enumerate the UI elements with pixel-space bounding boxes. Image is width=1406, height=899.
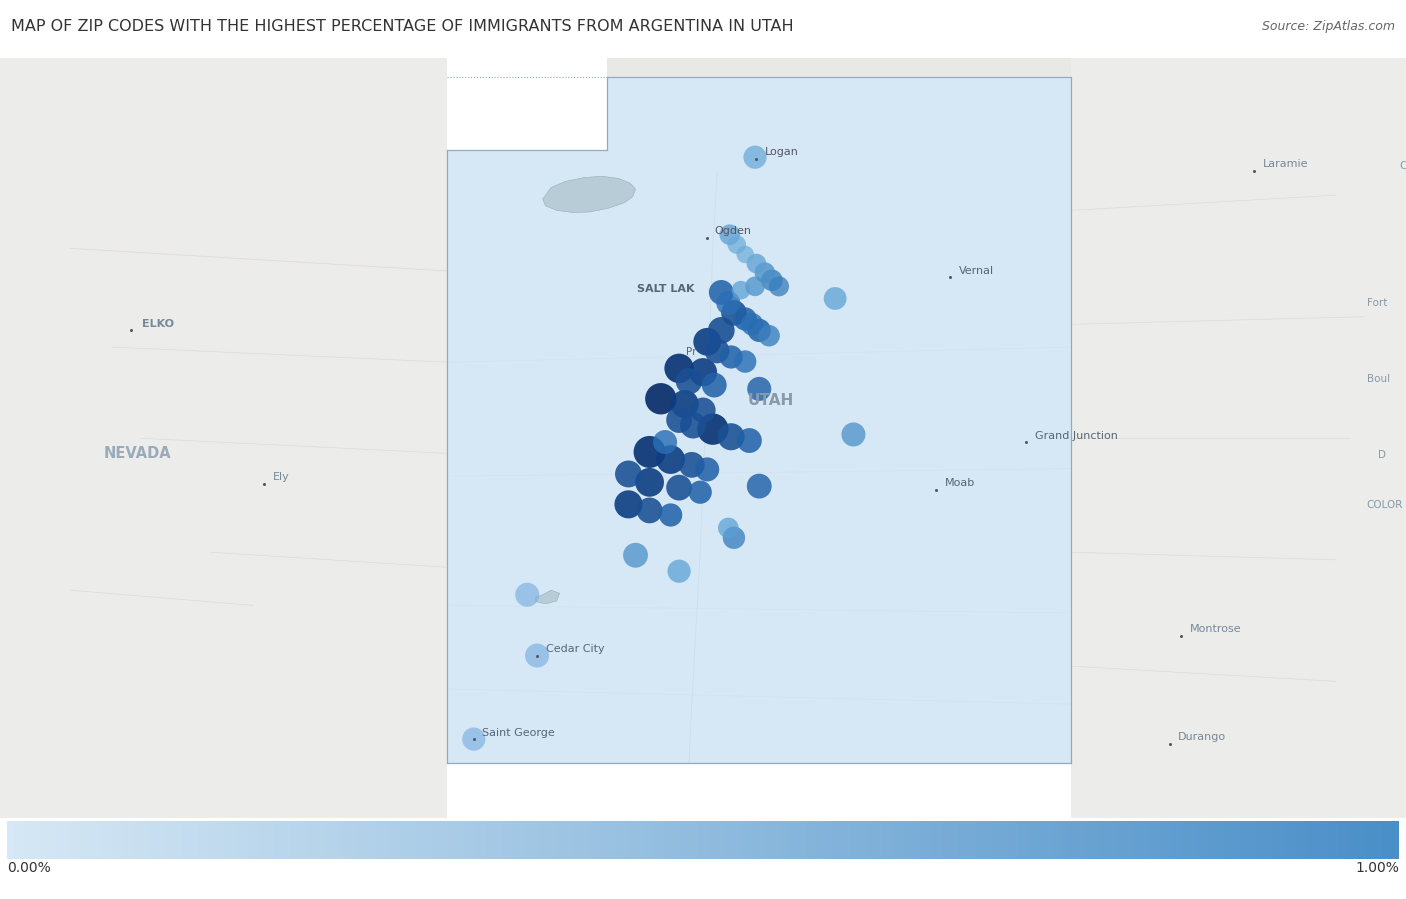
Polygon shape (447, 77, 1071, 763)
Text: Laramie: Laramie (1263, 159, 1308, 169)
Point (723, 306, 745, 320)
Point (720, 350, 742, 364)
Point (761, 273, 783, 288)
Point (758, 328, 780, 343)
Point (702, 422, 724, 436)
Point (748, 324, 770, 338)
Point (717, 521, 740, 535)
Text: SALT LAK: SALT LAK (637, 284, 695, 294)
Text: Montrose: Montrose (1189, 624, 1241, 635)
Text: Moab: Moab (945, 478, 976, 488)
Polygon shape (543, 176, 636, 213)
Bar (0, 58, 447, 818)
Point (734, 354, 756, 369)
Point (696, 334, 718, 349)
Point (654, 435, 676, 450)
Point (741, 317, 763, 332)
Text: Vernal: Vernal (959, 266, 994, 276)
Point (768, 280, 790, 294)
Point (668, 413, 690, 427)
Point (689, 485, 711, 499)
Polygon shape (536, 591, 560, 604)
Point (650, 392, 672, 406)
Text: Durango: Durango (1178, 732, 1226, 743)
Point (678, 374, 700, 388)
Point (730, 283, 752, 298)
Text: C: C (1399, 161, 1406, 171)
Point (463, 732, 485, 746)
Point (734, 247, 756, 262)
Polygon shape (607, 58, 1071, 149)
Point (748, 479, 770, 494)
Text: Fort: Fort (1367, 298, 1386, 307)
Text: Boul: Boul (1367, 374, 1389, 384)
Point (706, 343, 728, 358)
Text: COLOR: COLOR (1367, 501, 1403, 511)
Text: Logan: Logan (765, 147, 799, 157)
Point (824, 291, 846, 306)
Point (692, 365, 714, 379)
Point (748, 382, 770, 396)
Point (617, 467, 640, 481)
Point (745, 256, 768, 271)
Point (638, 503, 661, 518)
Text: NEVADA: NEVADA (104, 446, 172, 461)
Point (710, 285, 733, 299)
Point (681, 458, 703, 472)
Point (624, 548, 647, 563)
Point (703, 378, 725, 392)
Point (717, 296, 740, 310)
Text: 0.00%: 0.00% (7, 861, 51, 876)
Point (842, 427, 865, 441)
Point (744, 280, 766, 294)
Point (617, 497, 640, 512)
Point (659, 508, 682, 522)
Point (754, 265, 776, 280)
Point (710, 324, 733, 338)
Text: UTAH: UTAH (748, 393, 793, 408)
Point (725, 237, 748, 252)
Point (526, 648, 548, 663)
Point (668, 480, 690, 494)
Text: Source: ZipAtlas.com: Source: ZipAtlas.com (1261, 20, 1395, 32)
Point (638, 476, 661, 490)
Text: Ogden: Ogden (714, 227, 751, 236)
Point (696, 462, 718, 476)
Text: 1.00%: 1.00% (1355, 861, 1399, 876)
Point (682, 418, 704, 432)
Point (718, 227, 741, 242)
Text: Ely: Ely (273, 472, 290, 483)
Point (720, 430, 742, 444)
Text: Saint George: Saint George (482, 727, 555, 737)
Text: Pr: Pr (686, 347, 696, 357)
Point (673, 396, 696, 411)
Bar (1071, 58, 1406, 818)
Text: Cedar City: Cedar City (546, 644, 605, 654)
Point (723, 530, 745, 545)
Point (744, 150, 766, 165)
Point (692, 403, 714, 417)
Point (668, 564, 690, 578)
Text: MAP OF ZIP CODES WITH THE HIGHEST PERCENTAGE OF IMMIGRANTS FROM ARGENTINA IN UTA: MAP OF ZIP CODES WITH THE HIGHEST PERCEN… (11, 19, 794, 34)
Point (516, 588, 538, 602)
Text: Grand Junction: Grand Junction (1035, 431, 1118, 441)
Point (668, 361, 690, 376)
Text: ELKO: ELKO (142, 319, 174, 329)
Point (734, 312, 756, 326)
Point (659, 452, 682, 467)
Text: D: D (1378, 450, 1386, 459)
Point (738, 433, 761, 448)
Point (638, 445, 661, 459)
